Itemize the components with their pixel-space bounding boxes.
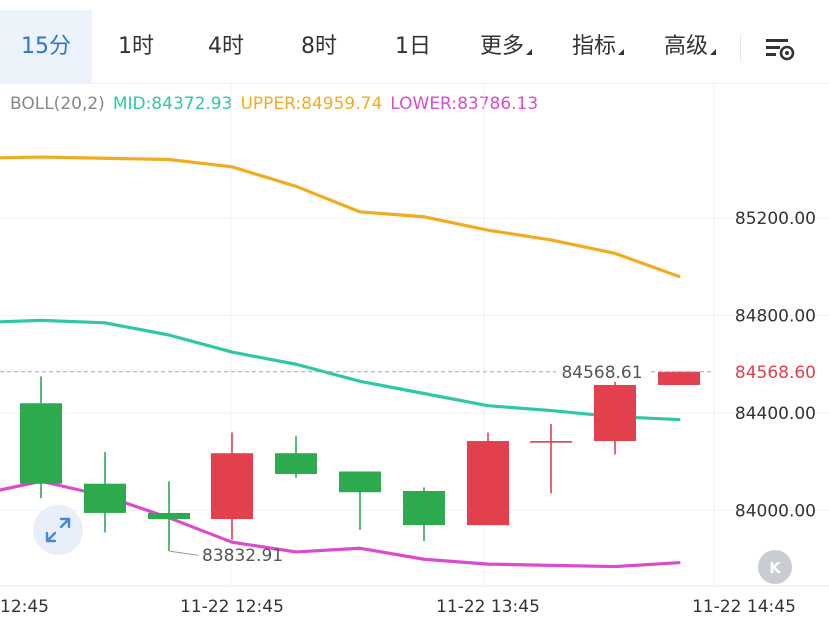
tab-label: 1时: [118, 34, 154, 59]
boll-upper-line: [0, 155, 681, 279]
tab-separator: [740, 34, 741, 62]
y-axis-label: 84800.00: [735, 307, 816, 327]
timeframe-tab-bar: 15分 1时 4时 8时 1日 更多 指标 高级: [0, 10, 829, 84]
chart-settings-button[interactable]: [760, 32, 800, 64]
dropdown-caret-icon: [618, 49, 624, 55]
legend-lower: LOWER:83786.13: [390, 94, 539, 114]
min-annotation: 83832.91: [202, 546, 283, 566]
legend-upper: UPPER:84959.74: [240, 94, 383, 114]
boll-mid-line: [0, 318, 681, 422]
candle-body: [339, 471, 381, 493]
k-label: K: [769, 559, 782, 577]
y-axis-label: 85200.00: [735, 209, 816, 229]
tab-2[interactable]: 1时: [92, 10, 180, 83]
legend-indicator: BOLL(20,2): [10, 94, 105, 114]
x-axis-label: 11-22 14:45: [692, 597, 796, 617]
tab-label: 1日: [395, 34, 431, 59]
tab-4[interactable]: 8时: [272, 10, 366, 83]
tab-label: 指标: [571, 34, 616, 59]
expand-diagonal-icon: [45, 517, 71, 543]
tab-label: 8时: [301, 34, 337, 59]
last-price-annotation-bg: [556, 359, 648, 382]
candle-body: [148, 512, 190, 520]
k-icon: K: [769, 559, 782, 577]
candle-body: [530, 441, 572, 443]
chart-settings-icon: [766, 39, 795, 61]
candle-body: [84, 483, 126, 513]
candle-body: [275, 453, 317, 474]
tab-label: 更多: [479, 34, 524, 59]
candle-body: [658, 371, 700, 385]
tab-7[interactable]: 指标: [552, 10, 644, 83]
min-annotation-leader: [169, 550, 199, 556]
x-axis-label: 11-22 12:45: [180, 597, 284, 617]
tab-3[interactable]: 4时: [180, 10, 272, 83]
y-axis-label: 84000.00: [735, 502, 816, 522]
x-axis-label: 12:45: [0, 597, 49, 617]
dropdown-caret-icon: [526, 49, 532, 55]
tab-1[interactable]: 15分: [0, 10, 92, 83]
candle-body: [20, 403, 62, 484]
expand-button[interactable]: [33, 505, 83, 555]
tab-label: 高级: [663, 34, 708, 59]
boll-legend: BOLL(20,2) MID:84372.93 UPPER:84959.74 LOWE…: [10, 94, 546, 114]
tab-label: 4时: [208, 34, 244, 59]
candle-body: [467, 441, 509, 526]
y-axis-label: 84400.00: [735, 404, 816, 424]
tab-5[interactable]: 1日: [366, 10, 460, 83]
last-price-annotation: 84568.61: [561, 363, 642, 383]
tab-label: 15分: [21, 34, 71, 59]
k-button[interactable]: K: [758, 550, 792, 584]
current-price-label: 84568.60: [735, 363, 816, 383]
dropdown-caret-icon: [710, 49, 716, 55]
tab-8[interactable]: 高级: [644, 10, 736, 83]
candle-body: [211, 453, 253, 520]
legend-mid: MID:84372.93: [112, 94, 233, 114]
candle-body: [403, 491, 445, 526]
tab-6[interactable]: 更多: [460, 10, 552, 83]
candle-body: [594, 384, 636, 442]
x-axis-label: 11-22 13:45: [436, 597, 540, 617]
